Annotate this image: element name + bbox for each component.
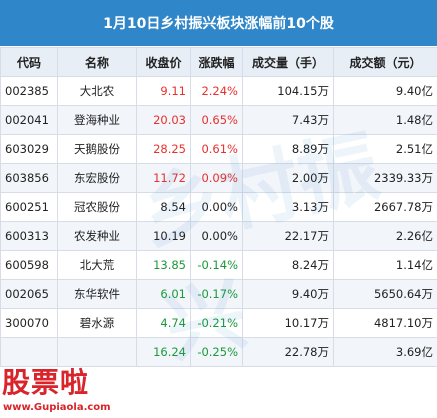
cell-name: 农发种业 (57, 221, 137, 251)
cell-change: 0.65% (190, 105, 243, 135)
cell-name: 大北农 (57, 76, 137, 106)
table-row: 600598 北大荒 13.85 -0.14% 8.24万 1.14亿 (0, 250, 437, 280)
column-header-code: 代码 (0, 47, 58, 77)
table-row: 002065 东华软件 6.01 -0.17% 9.40万 5650.64万 (0, 279, 437, 309)
site-logo: 股票啦 www.Gupiaola.com (2, 366, 132, 418)
cell-code: 600598 (0, 250, 58, 280)
cell-price: 20.03 (136, 105, 191, 135)
cell-name: 东宏股份 (57, 163, 137, 193)
cell-name: 北大荒 (57, 250, 137, 280)
cell-change: 0.09% (190, 163, 243, 193)
cell-code (0, 337, 58, 367)
logo-sub-text: www.Gupiaola.com (3, 402, 111, 413)
cell-volume: 22.78万 (242, 337, 334, 367)
cell-name: 碧水源 (57, 308, 137, 338)
cell-price: 11.72 (136, 163, 191, 193)
cell-name: 登海种业 (57, 105, 137, 135)
cell-amount: 5650.64万 (333, 279, 437, 309)
cell-price: 4.74 (136, 308, 191, 338)
cell-amount: 2339.33万 (333, 163, 437, 193)
cell-change: -0.14% (190, 250, 243, 280)
cell-amount: 2.51亿 (333, 134, 437, 164)
table-row: 300070 碧水源 4.74 -0.21% 10.17万 4817.10万 (0, 308, 437, 338)
cell-code: 002065 (0, 279, 58, 309)
column-header-amount: 成交额（元） (333, 47, 437, 77)
cell-volume: 22.17万 (242, 221, 334, 251)
cell-change: 2.24% (190, 76, 243, 106)
column-header-name: 名称 (57, 47, 137, 77)
cell-change: -0.17% (190, 279, 243, 309)
cell-name: 冠农股份 (57, 192, 137, 222)
cell-price: 10.19 (136, 221, 191, 251)
cell-name (57, 337, 137, 367)
cell-code: 603029 (0, 134, 58, 164)
cell-price: 28.25 (136, 134, 191, 164)
table-row: 16.24 -0.25% 22.78万 3.69亿 (0, 337, 437, 367)
column-header-change: 涨跌幅 (190, 47, 243, 77)
column-header-volume: 成交量（手） (242, 47, 334, 77)
stock-table: 代码 名称 收盘价 涨跌幅 成交量（手） 成交额（元） 002385 大北农 9.1… (0, 47, 437, 367)
column-header-price: 收盘价 (136, 47, 191, 77)
table-row: 600251 冠农股份 8.54 0.00% 3.13万 2667.78万 (0, 192, 437, 222)
cell-volume: 8.89万 (242, 134, 334, 164)
cell-amount: 9.40亿 (333, 76, 437, 106)
cell-change: 0.61% (190, 134, 243, 164)
table-body: 002385 大北农 9.11 2.24% 104.15万 9.40亿 002041 登海种业… (0, 76, 437, 367)
cell-amount: 4817.10万 (333, 308, 437, 338)
cell-volume: 10.17万 (242, 308, 334, 338)
cell-volume: 9.40万 (242, 279, 334, 309)
cell-change: 0.00% (190, 221, 243, 251)
cell-price: 13.85 (136, 250, 191, 280)
table-row: 002385 大北农 9.11 2.24% 104.15万 9.40亿 (0, 76, 437, 106)
header-row: 代码 名称 收盘价 涨跌幅 成交量（手） 成交额（元） (0, 47, 437, 77)
cell-name: 天鹅股份 (57, 134, 137, 164)
cell-code: 603856 (0, 163, 58, 193)
cell-code: 600313 (0, 221, 58, 251)
table-title: 1月10日乡村振兴板块涨幅前10个股 (0, 0, 437, 46)
cell-volume: 8.24万 (242, 250, 334, 280)
cell-price: 6.01 (136, 279, 191, 309)
cell-code: 002041 (0, 105, 58, 135)
table-row: 603029 天鹅股份 28.25 0.61% 8.89万 2.51亿 (0, 134, 437, 164)
cell-code: 002385 (0, 76, 58, 106)
cell-name: 东华软件 (57, 279, 137, 309)
table-row: 603856 东宏股份 11.72 0.09% 2.00万 2339.33万 (0, 163, 437, 193)
cell-price: 8.54 (136, 192, 191, 222)
cell-change: 0.00% (190, 192, 243, 222)
cell-code: 300070 (0, 308, 58, 338)
cell-amount: 1.48亿 (333, 105, 437, 135)
cell-volume: 2.00万 (242, 163, 334, 193)
cell-amount: 2.26亿 (333, 221, 437, 251)
cell-volume: 7.43万 (242, 105, 334, 135)
cell-amount: 1.14亿 (333, 250, 437, 280)
table-row: 600313 农发种业 10.19 0.00% 22.17万 2.26亿 (0, 221, 437, 251)
logo-main-text: 股票啦 (2, 366, 90, 399)
cell-volume: 104.15万 (242, 76, 334, 106)
table-row: 002041 登海种业 20.03 0.65% 7.43万 1.48亿 (0, 105, 437, 135)
cell-amount: 3.69亿 (333, 337, 437, 367)
cell-price: 16.24 (136, 337, 191, 367)
cell-change: -0.21% (190, 308, 243, 338)
cell-volume: 3.13万 (242, 192, 334, 222)
cell-change: -0.25% (190, 337, 243, 367)
cell-code: 600251 (0, 192, 58, 222)
cell-price: 9.11 (136, 76, 191, 106)
cell-amount: 2667.78万 (333, 192, 437, 222)
